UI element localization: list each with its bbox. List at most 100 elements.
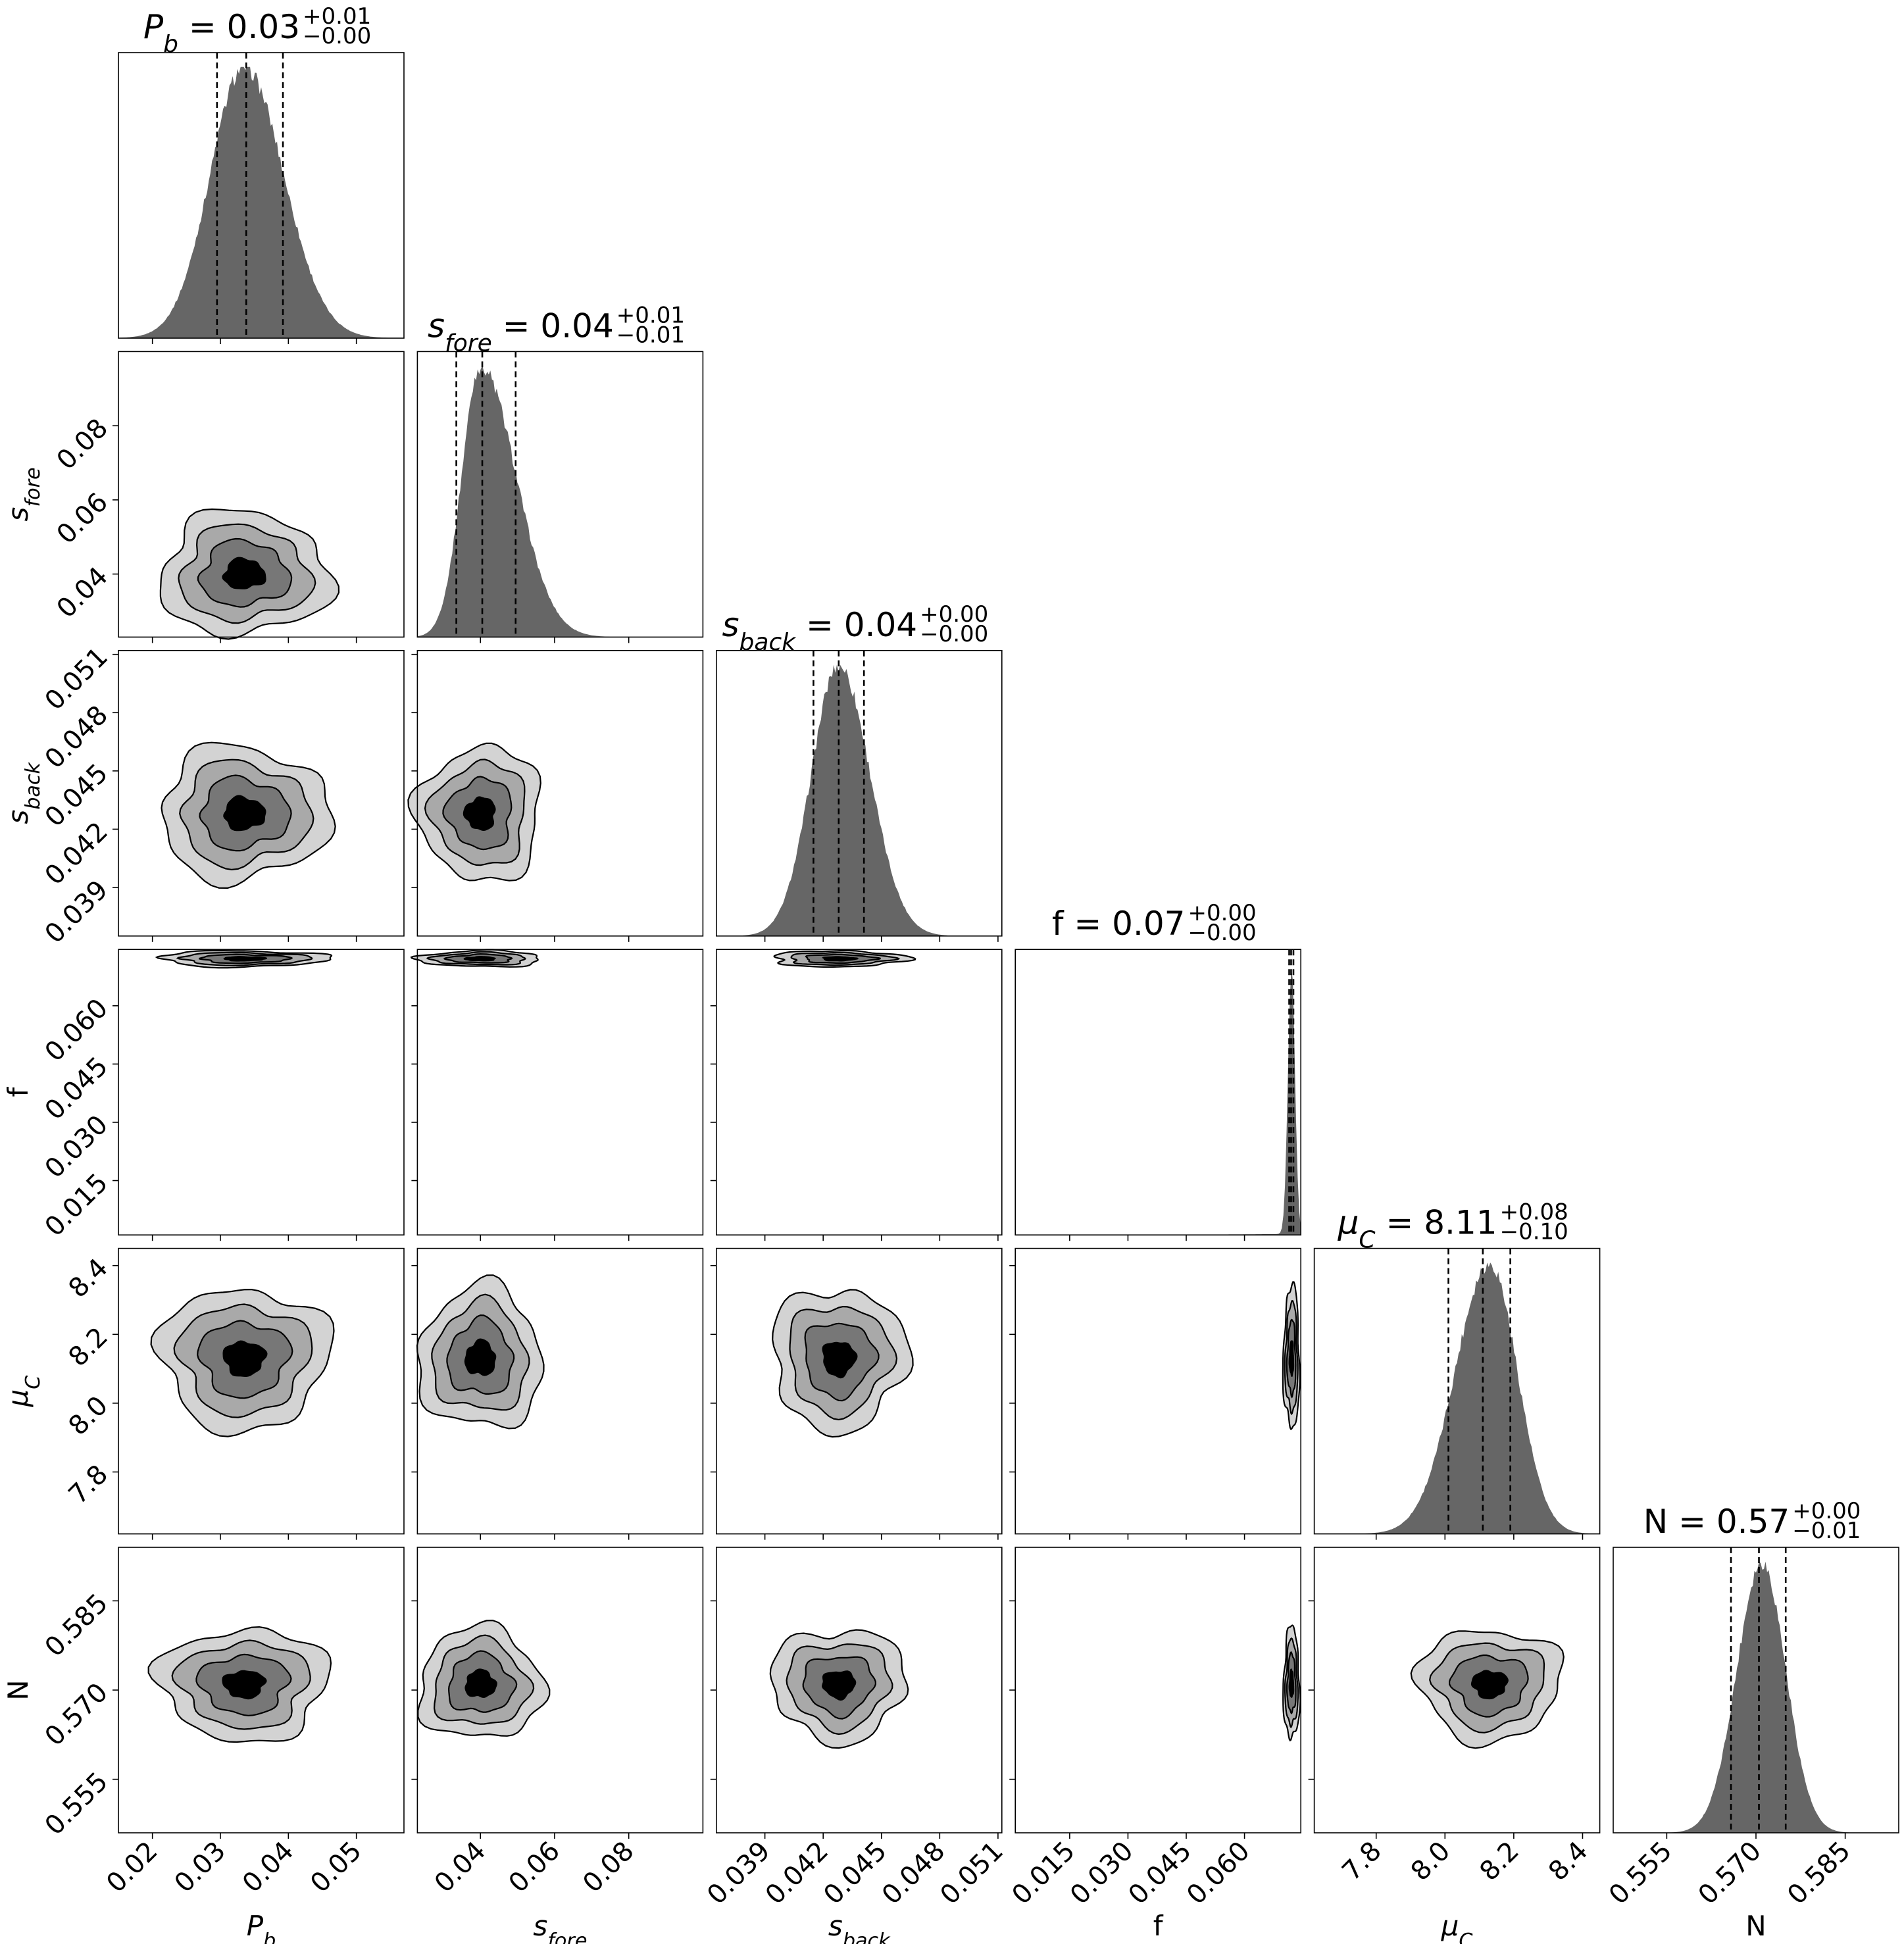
title-minus-Pb: −0.00: [303, 23, 371, 49]
histogram-f: [1015, 968, 1301, 1235]
title-minus-muC: −0.10: [1500, 1219, 1568, 1245]
contour-N-f-3: [1288, 1668, 1295, 1699]
title-plus-N: +0.00: [1792, 1498, 1861, 1524]
title-plus-muC: +0.08: [1500, 1199, 1568, 1226]
histogram-N: [1613, 1561, 1899, 1833]
panel-muC-vs-sfore: [411, 1247, 704, 1540]
ylabel-muC: μC: [2, 1376, 45, 1408]
xtick-label-f-2: 0.045: [1123, 1836, 1198, 1911]
contour-sback-sfore-3: [463, 796, 496, 832]
contour-sfore-Pb-3: [222, 557, 266, 589]
ytick-label-N-0: 0.555: [39, 1766, 114, 1841]
xlabel-sfore: sfore: [533, 1910, 587, 1944]
xlabel-N: N: [1745, 1910, 1766, 1942]
xtick-label-muC-1: 8.0: [1405, 1836, 1457, 1887]
title-minus-sback: −0.00: [920, 621, 988, 647]
xtick-label-f-1: 0.030: [1065, 1836, 1140, 1911]
xtick-label-f-3: 0.060: [1181, 1836, 1256, 1911]
contour-N-sfore-3: [464, 1668, 497, 1698]
ytick-label-N-2: 0.585: [39, 1588, 114, 1663]
panel-N-vs-muC: 7.8 8.0 8.2 8.4: [1308, 1547, 1601, 1887]
histogram-sback: [716, 664, 1002, 936]
panel-frame-Pb-Pb: [118, 52, 405, 339]
contour-muC-sback-3: [822, 1341, 858, 1379]
panel-sfore-vs-Pb: 0.04 0.06 0.08: [51, 351, 405, 643]
title-plus-sfore: +0.01: [616, 302, 685, 328]
title-N: N = 0.57: [1643, 1503, 1790, 1541]
title-plus-Pb: +0.01: [303, 3, 371, 30]
title-sback: sback = 0.04: [722, 606, 917, 656]
panel-frame-sback-sfore: [416, 649, 704, 937]
histogram-muC: [1314, 1262, 1600, 1534]
xtick-label-sfore-2: 0.08: [577, 1836, 640, 1899]
title-muC: μC = 8.11: [1338, 1204, 1497, 1254]
panel-frame-f-f: [1015, 949, 1301, 1235]
panel-frame-f-Pb: [118, 949, 405, 1235]
ylabel-N: N: [2, 1680, 34, 1700]
ytick-label-sback-1: 0.042: [39, 816, 114, 891]
xtick-label-sback-1: 0.042: [760, 1836, 835, 1911]
ytick-label-sfore-1: 0.06: [51, 487, 114, 550]
xtick-label-sback-0: 0.039: [701, 1836, 776, 1911]
panel-frame-muC-Pb: [118, 1247, 405, 1535]
ytick-label-muC-0: 7.8: [63, 1459, 114, 1510]
title-plus-f: +0.00: [1188, 900, 1257, 926]
panel-muC-vs-sback: [710, 1247, 1003, 1540]
panel-frame-f-sback: [716, 949, 1003, 1235]
xlabel-f: f: [1153, 1910, 1164, 1942]
xtick-label-f-0: 0.015: [1006, 1836, 1081, 1911]
panel-frame-sfore-sfore: [416, 351, 704, 638]
ytick-label-sback-4: 0.051: [39, 641, 114, 716]
panel-sfore-vs-sfore: sfore = 0.04 +0.01−0.01: [416, 302, 704, 643]
contour-muC-f-3: [1288, 1340, 1295, 1378]
xtick-label-Pb-0: 0.02: [101, 1836, 164, 1899]
ytick-label-sback-3: 0.048: [39, 700, 114, 775]
xtick-label-sfore-0: 0.04: [429, 1836, 492, 1899]
ytick-label-f-2: 0.045: [39, 1051, 114, 1126]
ytick-label-muC-2: 8.2: [63, 1322, 114, 1373]
contour-f-Pb-3: [223, 956, 268, 962]
xtick-label-muC-3: 8.4: [1543, 1836, 1594, 1887]
histogram-Pb: [118, 66, 404, 338]
xlabel-Pb: Pb: [247, 1910, 276, 1944]
xtick-label-Pb-3: 0.05: [305, 1836, 368, 1899]
panel-N-vs-Pb: 0.02 0.03 0.04 0.05 0.555 0.570 0.585: [39, 1547, 405, 1899]
ytick-label-sfore-0: 0.04: [51, 561, 114, 624]
panel-f-vs-f: f = 0.07 +0.00−0.00: [1015, 900, 1301, 1241]
xtick-label-N-0: 0.555: [1603, 1836, 1678, 1911]
panel-frame-f-sfore: [416, 949, 704, 1235]
panel-sback-vs-sfore: [407, 649, 704, 942]
xtick-label-N-2: 0.585: [1782, 1836, 1857, 1911]
ylabel-sfore: sfore: [2, 467, 45, 521]
title-minus-f: −0.00: [1188, 920, 1257, 946]
xtick-label-Pb-2: 0.04: [237, 1836, 300, 1899]
title-minus-N: −0.01: [1792, 1518, 1861, 1544]
panel-muC-vs-muC: μC = 8.11 +0.08−0.10: [1313, 1199, 1601, 1540]
ytick-label-N-1: 0.570: [39, 1678, 114, 1753]
contour-muC-Pb-3: [222, 1340, 268, 1378]
panel-muC-vs-f: [1009, 1247, 1301, 1540]
contour-N-muC-3: [1470, 1670, 1509, 1700]
xtick-label-N-1: 0.570: [1693, 1836, 1768, 1911]
xtick-label-sback-2: 0.045: [818, 1836, 893, 1911]
panel-frame-muC-sback: [716, 1247, 1003, 1535]
ytick-label-f-1: 0.030: [39, 1110, 114, 1185]
panel-frame-muC-f: [1015, 1247, 1301, 1535]
panel-sback-vs-sback: sback = 0.04 +0.00−0.00: [716, 601, 1003, 942]
contour-N-sback-3: [822, 1670, 857, 1701]
contour-f-sfore-3: [463, 955, 497, 962]
panel-f-vs-sfore: [410, 949, 704, 1241]
xtick-label-sback-4: 0.051: [934, 1836, 1009, 1911]
title-sfore: sfore = 0.04: [428, 307, 614, 357]
ytick-label-muC-1: 8.0: [63, 1390, 114, 1441]
contour-N-Pb-3: [222, 1670, 267, 1700]
panel-frame-sback-sback: [716, 649, 1003, 937]
ytick-label-muC-3: 8.4: [63, 1253, 114, 1304]
ytick-label-sback-2: 0.045: [39, 758, 114, 833]
panel-Pb-vs-Pb: Pb = 0.03 +0.01−0.00: [118, 3, 405, 344]
panel-muC-vs-Pb: 7.8 8.0 8.2 8.4: [63, 1247, 405, 1540]
contour-muC-sfore-3: [464, 1338, 497, 1376]
xlabel-sback: sback: [828, 1910, 891, 1944]
